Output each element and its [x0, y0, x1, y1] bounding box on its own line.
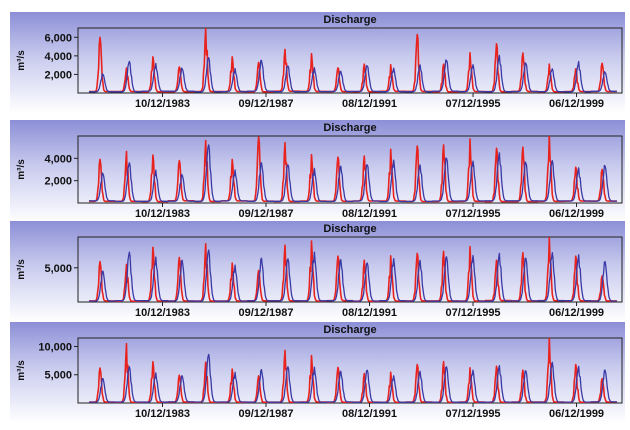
x-tick-label: 10/12/1983 — [135, 98, 190, 110]
x-tick-label: 08/12/1991 — [342, 208, 397, 220]
x-tick-label: 07/12/1995 — [446, 307, 501, 319]
y-tick-label: 5,000 — [44, 263, 72, 275]
x-tick-label: 06/12/1999 — [549, 98, 604, 110]
panel-background — [10, 120, 625, 223]
plot-frame — [77, 135, 623, 204]
y-tick-label: 4,000 — [44, 153, 72, 165]
y-axis-label: m³/s — [16, 360, 27, 381]
y-tick-label: 5,000 — [44, 370, 72, 382]
x-tick-label: 07/12/1995 — [446, 408, 501, 420]
y-tick-label: 10,000 — [38, 341, 72, 353]
x-tick-label: 09/12/1987 — [238, 408, 293, 420]
y-tick-label: 2,000 — [44, 176, 72, 188]
x-tick-label: 08/12/1991 — [342, 307, 397, 319]
plot-frame — [77, 27, 623, 94]
panel-title: Discharge — [323, 14, 376, 26]
x-tick-label: 10/12/1983 — [135, 307, 190, 319]
discharge-panel-1: Discharge m³/s 2,000 4,000 6,000 10/12/1983 09… — [10, 12, 625, 113]
panel-background — [10, 322, 625, 423]
panel-title: Discharge — [323, 223, 376, 235]
discharge-panel-4: Discharge m³/s 5,000 10,000 10/12/1983 09/12/… — [10, 322, 625, 423]
y-axis-label: m³/s — [16, 50, 27, 71]
x-tick-label: 09/12/1987 — [238, 208, 293, 220]
x-tick-label: 09/12/1987 — [238, 98, 293, 110]
discharge-panel-3: Discharge m³/s 5,000 10/12/1983 09/12/1987 08… — [10, 221, 625, 322]
x-tick-label: 10/12/1983 — [135, 408, 190, 420]
y-axis-label: m³/s — [16, 259, 27, 280]
x-tick-label: 06/12/1999 — [549, 408, 604, 420]
x-tick-label: 06/12/1999 — [549, 307, 604, 319]
plot-frame — [77, 236, 623, 303]
x-tick-label: 07/12/1995 — [446, 98, 501, 110]
discharge-panel-2: Discharge m³/s 2,000 4,000 10/12/1983 09/12/1… — [10, 120, 625, 223]
y-tick-label: 6,000 — [44, 32, 72, 44]
y-tick-label: 2,000 — [44, 69, 72, 81]
panel-title: Discharge — [323, 324, 376, 336]
y-axis-label: m³/s — [16, 159, 27, 180]
discharge-series-blue — [89, 353, 617, 403]
discharge-series-blue — [89, 249, 617, 302]
discharge-series-blue — [89, 144, 617, 203]
x-tick-label: 06/12/1999 — [549, 208, 604, 220]
y-tick-label: 4,000 — [44, 51, 72, 63]
x-tick-label: 10/12/1983 — [135, 208, 190, 220]
discharge-series-blue — [89, 54, 617, 93]
x-tick-label: 08/12/1991 — [342, 98, 397, 110]
panel-title: Discharge — [323, 122, 376, 134]
x-tick-label: 07/12/1995 — [446, 208, 501, 220]
x-tick-label: 08/12/1991 — [342, 408, 397, 420]
x-tick-label: 09/12/1987 — [238, 307, 293, 319]
